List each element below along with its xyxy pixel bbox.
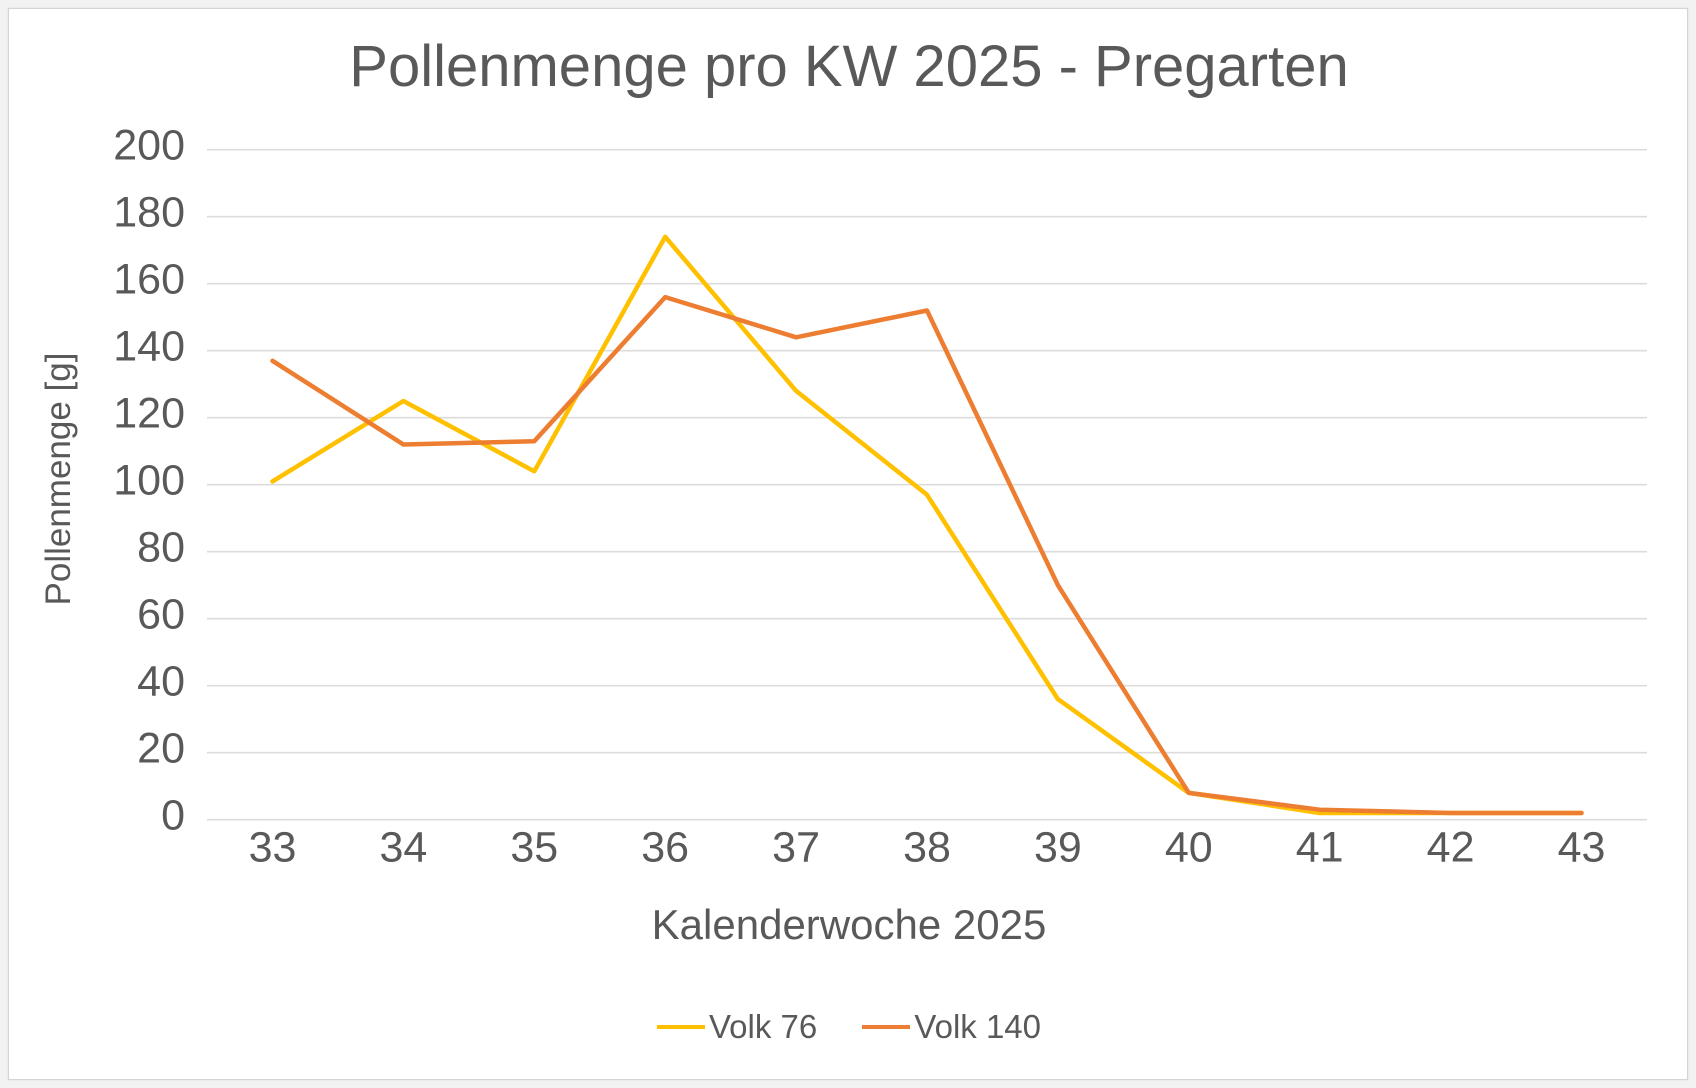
svg-text:160: 160	[113, 256, 185, 304]
svg-text:43: 43	[1558, 824, 1606, 872]
svg-text:140: 140	[113, 323, 185, 371]
svg-text:42: 42	[1427, 824, 1475, 872]
svg-text:38: 38	[903, 824, 951, 872]
svg-text:40: 40	[1165, 824, 1213, 872]
svg-text:60: 60	[137, 591, 185, 639]
svg-text:100: 100	[113, 457, 185, 505]
svg-text:80: 80	[137, 524, 185, 572]
svg-text:200: 200	[113, 122, 185, 170]
svg-text:180: 180	[113, 189, 185, 237]
svg-text:36: 36	[641, 824, 689, 872]
svg-text:34: 34	[379, 824, 427, 872]
svg-text:120: 120	[113, 390, 185, 438]
svg-text:33: 33	[249, 824, 297, 872]
svg-text:0: 0	[161, 792, 185, 840]
svg-text:41: 41	[1296, 824, 1344, 872]
svg-text:39: 39	[1034, 824, 1082, 872]
svg-text:40: 40	[137, 658, 185, 706]
svg-text:20: 20	[137, 725, 185, 773]
svg-text:35: 35	[510, 824, 558, 872]
svg-text:37: 37	[772, 824, 820, 872]
